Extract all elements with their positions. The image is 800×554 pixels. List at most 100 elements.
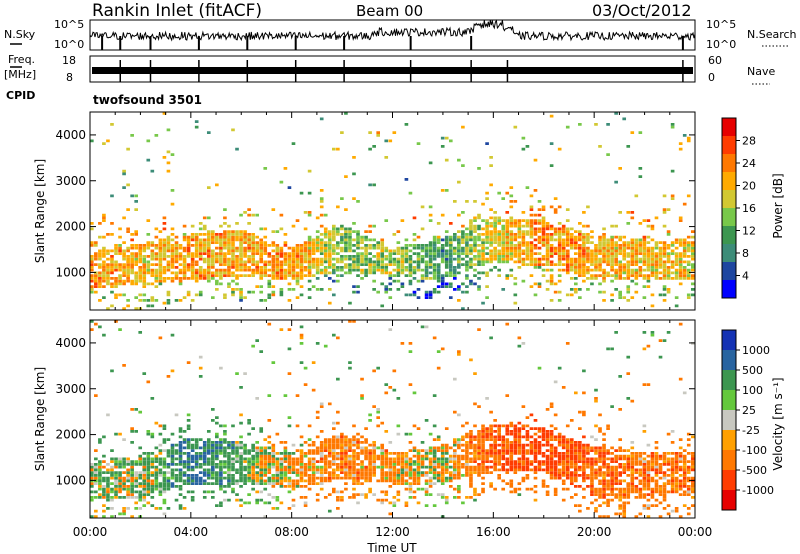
heatmap-cell <box>529 230 534 233</box>
heatmap-cell <box>384 430 389 433</box>
heatmap-cell <box>606 263 610 266</box>
heatmap-cell <box>263 252 268 255</box>
heatmap-cell <box>235 263 239 266</box>
heatmap-cell <box>299 268 304 272</box>
heatmap-cell <box>348 443 352 447</box>
heatmap-cell <box>319 117 324 121</box>
heatmap-cell <box>194 255 199 258</box>
heatmap-cell <box>662 249 667 253</box>
heatmap-cell <box>646 493 651 496</box>
heatmap-cell <box>557 279 562 283</box>
heatmap-cell <box>110 449 114 452</box>
heatmap-cell <box>666 255 671 258</box>
heatmap-cell <box>541 452 546 455</box>
heatmap-cell <box>118 328 122 331</box>
heatmap-cell <box>336 336 340 340</box>
heatmap-cell <box>646 235 651 239</box>
heatmap-cell <box>485 191 489 195</box>
heatmap-cell <box>368 476 372 480</box>
heatmap-cell <box>243 449 247 452</box>
heatmap-cell <box>586 255 590 258</box>
heatmap-cell <box>323 443 328 447</box>
heatmap-cell <box>206 257 211 261</box>
heatmap-cell <box>537 282 542 286</box>
heatmap-cell <box>295 246 300 250</box>
heatmap-cell <box>630 131 635 134</box>
heatmap-cell <box>465 454 469 458</box>
heatmap-cell <box>634 244 639 247</box>
heatmap-cell <box>521 452 526 455</box>
heatmap-cell <box>537 208 542 211</box>
heatmap-cell <box>650 504 655 507</box>
heatmap-cell <box>501 244 506 247</box>
heatmap-cell <box>340 490 344 494</box>
heatmap-cell <box>561 252 566 255</box>
heatmap-cell <box>219 224 223 228</box>
heatmap-cell <box>126 471 130 474</box>
heatmap-cell <box>247 419 251 422</box>
heatmap-cell <box>662 208 667 211</box>
heatmap-cell <box>448 260 453 264</box>
heatmap-cell <box>122 169 126 173</box>
heatmap-cell <box>412 460 417 463</box>
heatmap-cell <box>130 134 134 137</box>
heatmap-cell <box>130 244 134 247</box>
heatmap-cell <box>505 322 510 326</box>
heatmap-cell <box>247 222 251 225</box>
heatmap-cell <box>336 421 340 425</box>
heatmap-cell <box>243 255 247 258</box>
heatmap-cell <box>412 454 417 458</box>
heatmap-cell <box>545 233 550 236</box>
heatmap-cell <box>368 238 372 242</box>
heatmap-cell <box>610 479 614 483</box>
heatmap-cell <box>307 244 312 247</box>
heatmap-cell <box>364 427 368 430</box>
heatmap-cell <box>146 282 151 286</box>
heatmap-cell <box>106 493 110 496</box>
heatmap-cell <box>344 474 348 477</box>
heatmap-cell <box>509 216 514 220</box>
heatmap-cell <box>505 238 510 242</box>
heatmap-cell <box>138 249 143 253</box>
heatmap-cell <box>243 452 247 455</box>
heatmap-cell <box>90 279 94 283</box>
heatmap-cell <box>549 233 554 236</box>
heatmap-cell <box>376 260 380 264</box>
heatmap-cell <box>303 485 308 488</box>
heatmap-cell <box>275 277 280 280</box>
heatmap-cell <box>509 233 514 236</box>
heatmap-cell <box>102 249 106 253</box>
heatmap-cell <box>553 252 558 255</box>
heatmap-cell <box>344 449 348 452</box>
heatmap-cell <box>287 271 292 275</box>
heatmap-cell <box>469 263 473 266</box>
heatmap-cell <box>227 446 231 450</box>
heatmap-cell <box>642 476 647 480</box>
heatmap-cell <box>227 271 231 275</box>
heatmap-cell <box>412 479 417 483</box>
heatmap-cell <box>182 274 187 277</box>
heatmap-cell <box>340 452 344 455</box>
heatmap-cell <box>336 268 340 272</box>
heatmap-cell <box>444 238 449 242</box>
heatmap-cell <box>372 457 376 461</box>
heatmap-cell <box>481 238 485 242</box>
heatmap-cell <box>178 487 183 491</box>
heatmap-cell <box>436 493 441 496</box>
heatmap-cell <box>138 454 143 458</box>
heatmap-cell <box>561 241 566 244</box>
heatmap-cell <box>126 227 130 231</box>
heatmap-cell <box>638 246 643 250</box>
heatmap-cell <box>533 476 538 480</box>
heatmap-cell <box>122 293 126 297</box>
heatmap-cell <box>453 257 457 261</box>
heatmap-cell <box>590 263 594 266</box>
heatmap-cell <box>388 471 393 474</box>
heatmap-cell <box>219 468 223 472</box>
heatmap-cell <box>440 493 445 496</box>
heatmap-cell <box>392 468 397 472</box>
heatmap-cell <box>582 410 586 414</box>
heatmap-cell <box>299 443 304 447</box>
heatmap-cell <box>251 252 255 255</box>
heatmap-cell <box>638 482 643 485</box>
